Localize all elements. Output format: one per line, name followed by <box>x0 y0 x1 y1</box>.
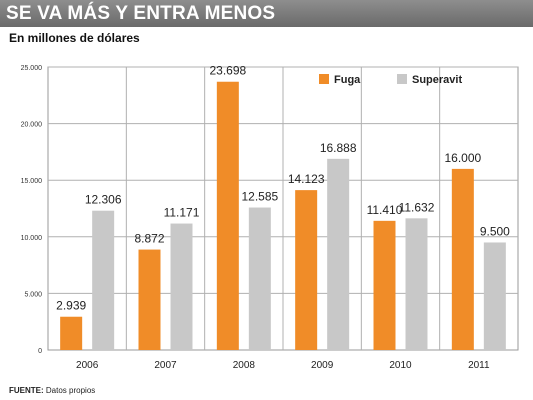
legend-swatch <box>319 74 329 84</box>
bar-fuga <box>60 316 83 350</box>
bar-fuga <box>138 249 161 350</box>
x-tick-label: 2007 <box>154 360 177 371</box>
x-tick-label: 2009 <box>311 360 334 371</box>
bar-superavit <box>483 242 506 350</box>
y-tick-label: 25.000 <box>21 65 43 72</box>
x-tick-label: 2010 <box>389 360 412 371</box>
bar-superavit <box>405 218 428 350</box>
source-text: Datos propios <box>45 386 96 395</box>
data-label: 12.306 <box>85 193 122 207</box>
data-label: 14.123 <box>288 172 325 186</box>
title-bar: SE VA MÁS Y ENTRA MENOS <box>0 0 533 27</box>
chart-title: SE VA MÁS Y ENTRA MENOS <box>6 3 276 24</box>
bar-fuga <box>373 220 396 350</box>
data-label: 11.410 <box>367 203 403 217</box>
data-label: 11.632 <box>399 200 435 214</box>
y-tick-label: 5.000 <box>24 291 42 298</box>
data-label: 11.171 <box>164 206 200 220</box>
data-label: 12.585 <box>241 190 278 204</box>
legend-label: Fuga <box>334 74 361 86</box>
x-tick-label: 2011 <box>468 360 490 371</box>
bar-superavit <box>327 158 350 350</box>
y-tick-label: 10.000 <box>21 235 43 242</box>
y-tick-label: 20.000 <box>21 122 43 129</box>
data-label: 16.888 <box>320 141 357 155</box>
legend-swatch <box>397 74 407 84</box>
legend-label: Superavit <box>412 74 462 86</box>
x-tick-label: 2006 <box>76 360 99 371</box>
data-label: 23.698 <box>209 64 246 78</box>
bar-superavit <box>248 207 271 350</box>
bar-fuga <box>216 81 239 350</box>
chart-subtitle: En millones de dólares <box>9 31 140 45</box>
bar-superavit <box>170 223 193 350</box>
x-tick-label: 2008 <box>233 360 256 371</box>
source-label: FUENTE: <box>9 386 44 395</box>
bar-fuga <box>295 190 318 350</box>
bar-fuga <box>451 168 474 350</box>
data-label: 16.000 <box>444 151 481 165</box>
bar-superavit <box>92 210 115 350</box>
data-label: 8.872 <box>134 232 164 246</box>
source-note: FUENTE: Datos propios <box>9 386 95 395</box>
data-label: 2.939 <box>56 299 86 313</box>
data-label: 9.500 <box>480 224 510 238</box>
y-tick-label: 15.000 <box>21 178 43 185</box>
y-tick-label: 0 <box>38 348 42 355</box>
